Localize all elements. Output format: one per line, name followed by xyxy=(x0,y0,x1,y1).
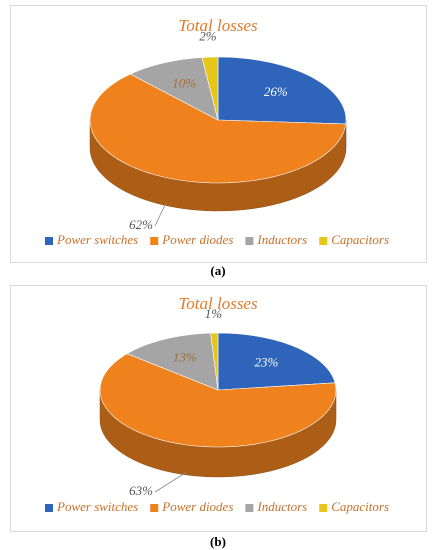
data-label: 63% xyxy=(129,483,153,498)
legend-label: Power switches xyxy=(56,499,138,514)
slice xyxy=(210,332,219,391)
data-label: 23% xyxy=(254,354,278,369)
legend-marker xyxy=(150,504,159,512)
data-label: 13% xyxy=(173,349,197,364)
slice xyxy=(201,56,219,121)
caption: (a) xyxy=(210,263,225,278)
data-label: 1% xyxy=(205,306,223,321)
legend-marker xyxy=(319,504,328,512)
legend-label: Power diodes xyxy=(161,232,233,247)
chart-frame xyxy=(10,285,427,532)
legend-marker xyxy=(245,504,254,512)
leader-line xyxy=(154,471,187,493)
data-label: 10% xyxy=(172,76,196,91)
chart-frame xyxy=(10,5,427,263)
leader-line xyxy=(154,201,167,227)
legend-marker xyxy=(150,237,159,245)
legend-marker xyxy=(245,237,254,245)
legend-label: Power diodes xyxy=(161,499,233,514)
slice xyxy=(129,57,219,121)
chart-title: Total losses xyxy=(178,294,258,313)
legend-marker xyxy=(319,237,328,245)
data-label: 62% xyxy=(129,217,153,232)
slice xyxy=(217,56,347,125)
legend-marker xyxy=(45,237,53,245)
slice xyxy=(89,73,347,184)
slice xyxy=(126,332,219,391)
chart-title: Total losses xyxy=(178,16,258,35)
data-label: 2% xyxy=(199,28,217,43)
slice xyxy=(99,353,337,448)
caption: (b) xyxy=(210,534,226,549)
legend-label: Inductors xyxy=(256,232,307,247)
legend-label: Power switches xyxy=(56,232,138,247)
data-label: 26% xyxy=(264,84,288,99)
legend-label: Inductors xyxy=(256,499,307,514)
legend-label: Capacitors xyxy=(331,232,389,247)
slice xyxy=(217,332,336,391)
legend-marker xyxy=(45,504,53,512)
legend-label: Capacitors xyxy=(331,499,389,514)
